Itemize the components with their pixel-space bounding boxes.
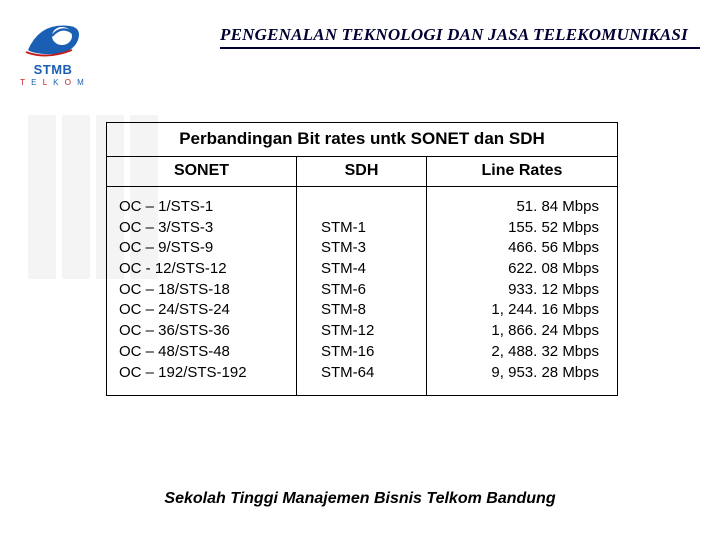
table-line: OC – 192/STS-192 (119, 363, 284, 384)
table-header-row: SONET SDH Line Rates (107, 157, 617, 187)
logo-sub-text: T E L K O M (14, 78, 92, 87)
table-line: 1, 866. 24 Mbps (439, 321, 599, 342)
column-header-rates: Line Rates (427, 157, 617, 186)
title-underline (220, 47, 700, 49)
table-line: 933. 12 Mbps (439, 280, 599, 301)
table-line: OC – 3/STS-3 (119, 218, 284, 239)
table-line: OC – 18/STS-18 (119, 280, 284, 301)
table-line: OC – 36/STS-36 (119, 321, 284, 342)
slide-footer: Sekolah Tinggi Manajemen Bisnis Telkom B… (0, 490, 720, 508)
comparison-table: Perbandingan Bit rates untk SONET dan SD… (106, 122, 618, 396)
table-line: OC – 48/STS-48 (119, 342, 284, 363)
slide-header: PENGENALAN TEKNOLOGI DAN JASA TELEKOMUNI… (220, 25, 700, 49)
table-line: OC – 24/STS-24 (119, 300, 284, 321)
watermark-bar (28, 115, 56, 279)
logo-brand-text: STMB (14, 62, 92, 77)
table-line: 9, 953. 28 Mbps (439, 363, 599, 384)
table-line: STM-8 (321, 300, 414, 321)
slide-title: PENGENALAN TEKNOLOGI DAN JASA TELEKOMUNI… (220, 25, 700, 45)
column-header-sdh: SDH (297, 157, 427, 186)
rates-cell: 51. 84 Mbps155. 52 Mbps466. 56 Mbps622. … (427, 187, 617, 395)
table-title: Perbandingan Bit rates untk SONET dan SD… (107, 123, 617, 157)
table-line: OC – 1/STS-1 (119, 197, 284, 218)
table-line: OC - 12/STS-12 (119, 259, 284, 280)
table-line: STM-3 (321, 238, 414, 259)
table-line: STM-1 (321, 218, 414, 239)
column-header-sonet: SONET (107, 157, 297, 186)
table-line: STM-4 (321, 259, 414, 280)
table-line: 466. 56 Mbps (439, 238, 599, 259)
table-line: 622. 08 Mbps (439, 259, 599, 280)
table-line: 155. 52 Mbps (439, 218, 599, 239)
watermark-bar (62, 115, 90, 279)
table-line: OC – 9/STS-9 (119, 238, 284, 259)
sonet-cell: OC – 1/STS-1OC – 3/STS-3OC – 9/STS-9OC -… (107, 187, 297, 395)
table-line: STM-12 (321, 321, 414, 342)
sdh-cell: STM-1STM-3STM-4STM-6STM-8STM-12STM-16STM… (297, 187, 427, 395)
table-body: OC – 1/STS-1OC – 3/STS-3OC – 9/STS-9OC -… (107, 187, 617, 395)
table-line: STM-16 (321, 342, 414, 363)
table-line: STM-64 (321, 363, 414, 384)
logo-swoosh-icon (22, 16, 84, 60)
table-line: 1, 244. 16 Mbps (439, 300, 599, 321)
table-line: 51. 84 Mbps (439, 197, 599, 218)
table-line: STM-6 (321, 280, 414, 301)
logo: STMB T E L K O M (14, 16, 92, 87)
table-line: 2, 488. 32 Mbps (439, 342, 599, 363)
